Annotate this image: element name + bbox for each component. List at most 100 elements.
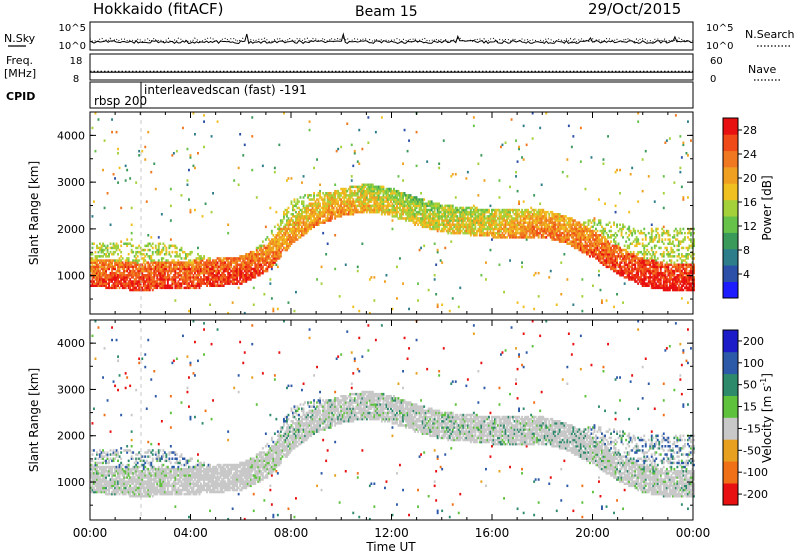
heatmap-cell	[394, 189, 397, 193]
heatmap-cell	[105, 276, 108, 279]
heatmap-cell	[483, 231, 486, 235]
heatmap-cell	[103, 261, 106, 264]
heatmap-cell	[622, 227, 625, 231]
heatmap-cell	[373, 194, 376, 197]
heatmap-cell	[463, 217, 466, 220]
heatmap-cell	[127, 257, 130, 260]
heatmap-cell	[509, 231, 512, 235]
heatmap-cell	[569, 229, 572, 233]
heatmap-cell	[442, 221, 445, 224]
heatmap-cell	[230, 259, 233, 262]
heatmap-cell	[584, 221, 587, 224]
heatmap-cell	[579, 234, 582, 237]
heatmap-cell	[445, 215, 448, 218]
heatmap-cell	[230, 265, 233, 269]
heatmap-cell	[503, 217, 506, 220]
heatmap-cell	[558, 240, 561, 243]
heatmap-cell	[212, 192, 215, 195]
heatmap-cell	[579, 244, 582, 248]
heatmap-cell	[474, 210, 477, 214]
heatmap-cell	[150, 276, 153, 279]
heatmap-cell	[304, 231, 307, 235]
heatmap-cell	[397, 194, 400, 197]
heatmap-cell	[228, 282, 231, 285]
heatmap-cell	[626, 271, 629, 275]
heatmap-cell	[518, 221, 521, 224]
heatmap-cell	[171, 267, 174, 271]
heatmap-cell	[596, 223, 599, 226]
heatmap-cell	[617, 229, 620, 233]
heatmap-cell	[153, 286, 156, 290]
heatmap-cell	[194, 271, 196, 275]
heatmap-cell	[188, 265, 190, 269]
heatmap-cell	[160, 250, 163, 254]
heatmap-cell	[172, 267, 175, 271]
heatmap-cell	[415, 210, 418, 214]
heatmap-cell	[191, 284, 193, 287]
heatmap-cell	[469, 206, 472, 210]
heatmap-cell	[570, 240, 573, 243]
heatmap-cell	[530, 223, 533, 226]
heatmap-cell	[99, 278, 101, 281]
heatmap-cell	[157, 282, 160, 285]
heatmap-cell	[617, 248, 620, 252]
heatmap-cell	[335, 189, 338, 193]
heatmap-cell	[105, 282, 108, 285]
heatmap-cell	[97, 269, 100, 273]
heatmap-cell	[106, 244, 109, 248]
heatmap-cell	[405, 217, 408, 220]
heatmap-cell	[127, 263, 130, 266]
heatmap-cell	[106, 250, 109, 254]
heatmap-cell	[97, 278, 100, 281]
heatmap-cell	[350, 189, 353, 193]
heatmap-cell	[233, 259, 236, 262]
heatmap-cell	[516, 236, 519, 239]
heatmap-cell	[595, 248, 597, 252]
heatmap-cell	[185, 267, 187, 271]
heatmap-cell	[453, 210, 456, 214]
heatmap-cell	[417, 210, 420, 214]
heatmap-cell	[598, 257, 600, 260]
heatmap-cell	[640, 259, 643, 262]
heatmap-cell	[542, 234, 545, 237]
heatmap-cell	[305, 219, 308, 222]
heatmap-cell	[506, 208, 509, 212]
heatmap-cell	[313, 225, 316, 229]
heatmap-cell	[403, 128, 406, 132]
heatmap-cell	[445, 204, 448, 208]
heatmap-cell	[474, 223, 477, 226]
heatmap-cell	[338, 295, 341, 298]
heatmap-cell	[112, 259, 115, 262]
heatmap-cell	[171, 244, 174, 248]
heatmap-cell	[558, 223, 561, 226]
heatmap-cell	[151, 259, 154, 262]
heatmap-cell	[135, 261, 138, 264]
heatmap-cell	[408, 219, 411, 222]
heatmap-cell	[359, 187, 362, 191]
heatmap-cell	[157, 263, 160, 266]
heatmap-cell	[225, 265, 228, 269]
heatmap-cell	[154, 280, 157, 283]
heatmap-cell	[225, 280, 228, 283]
heatmap-cell	[290, 240, 293, 243]
heatmap-cell	[224, 280, 227, 283]
heatmap-cell	[610, 267, 613, 271]
heatmap-cell	[539, 208, 542, 212]
heatmap-cell	[341, 200, 344, 203]
heatmap-cell	[423, 208, 426, 212]
heatmap-cell	[634, 231, 637, 235]
heatmap-cell	[111, 261, 114, 264]
heatmap-cell	[267, 255, 270, 258]
heatmap-cell	[631, 255, 634, 258]
heatmap-cell	[560, 225, 563, 229]
heatmap-cell	[129, 177, 132, 180]
heatmap-cell	[195, 286, 198, 290]
heatmap-cell	[607, 248, 610, 252]
heatmap-cell	[572, 221, 575, 224]
heatmap-cell	[429, 219, 432, 222]
heatmap-cell	[512, 225, 515, 229]
heatmap-cell	[233, 267, 236, 271]
heatmap-cell	[295, 223, 297, 226]
heatmap-cell	[99, 274, 101, 277]
heatmap-cell	[510, 221, 513, 224]
